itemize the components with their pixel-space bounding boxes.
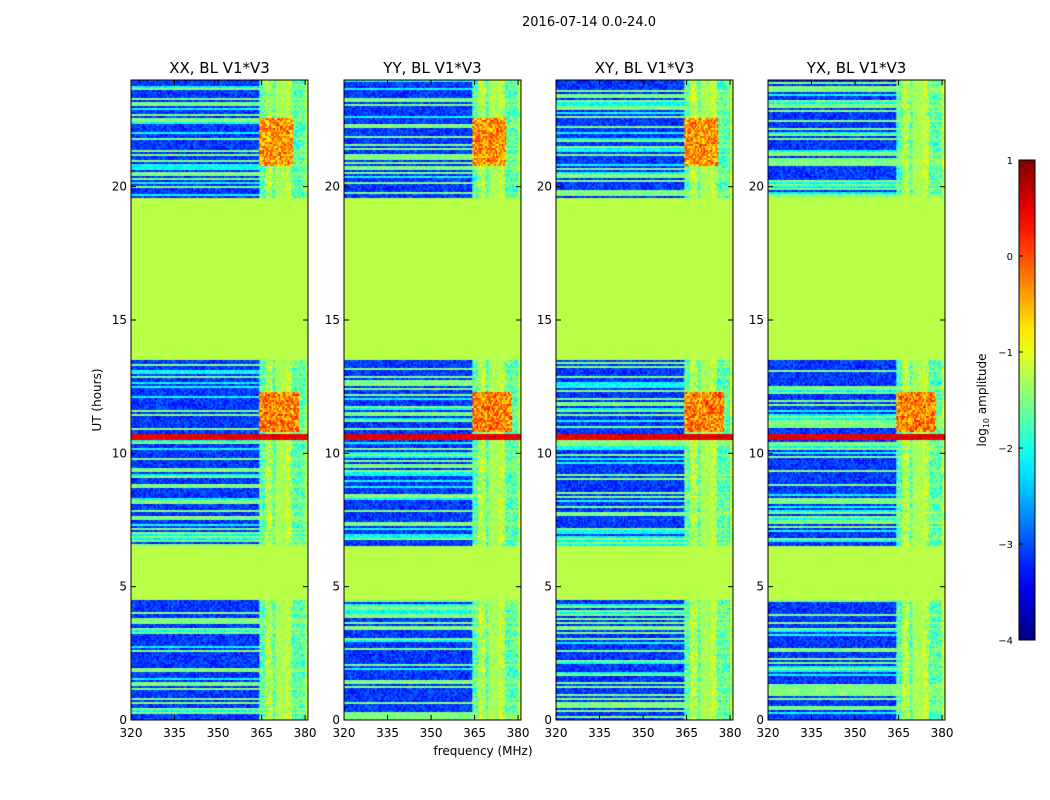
colorbar-scale — [1018, 159, 1036, 641]
y-tick-label: 15 — [749, 313, 764, 327]
x-tick-label: 350 — [207, 726, 230, 740]
y-tick-label: 10 — [325, 446, 340, 460]
colorbar-tick-label: −1 — [998, 348, 1013, 359]
x-axis-label: frequency (MHz) — [433, 744, 532, 758]
spectrogram-image — [131, 80, 308, 720]
x-tick-label: 335 — [800, 726, 823, 740]
panel: XY, BL V1*V3 320 335 350 365 380 0 5 10 15 20 — [537, 59, 742, 740]
colorbar-tick-label: 1 — [1007, 156, 1013, 167]
panel-title: XX, BL V1*V3 — [169, 59, 270, 77]
y-tick-label: 5 — [332, 580, 340, 594]
spectrogram-image — [768, 80, 945, 720]
x-tick-label: 350 — [844, 726, 867, 740]
colorbar-tick-label: −3 — [998, 540, 1013, 551]
figure-suptitle: 2016-07-14 0.0-24.0 — [522, 15, 656, 30]
y-tick-label: 0 — [756, 713, 764, 727]
panel-frame — [343, 79, 522, 721]
y-tick-label: 5 — [119, 580, 127, 594]
y-tick-label: 20 — [537, 180, 552, 194]
x-tick-label: 380 — [294, 726, 317, 740]
x-tick-label: 380 — [931, 726, 954, 740]
y-tick-label: 10 — [537, 446, 552, 460]
y-axis-label: UT (hours) — [90, 368, 104, 431]
x-tick-label: 365 — [463, 726, 486, 740]
y-tick-label: 15 — [112, 313, 127, 327]
colorbar-tick-label: −2 — [998, 444, 1013, 455]
panel-title: YY, BL V1*V3 — [382, 59, 481, 77]
x-tick-label: 320 — [333, 726, 356, 740]
x-tick-label: 365 — [250, 726, 273, 740]
y-tick-label: 20 — [749, 180, 764, 194]
spectrogram-image — [344, 80, 521, 720]
y-tick-label: 0 — [544, 713, 552, 727]
x-tick-label: 320 — [757, 726, 780, 740]
x-tick-label: 335 — [588, 726, 611, 740]
colorbar-label: log10 amplitude — [975, 354, 991, 447]
x-tick-label: 350 — [420, 726, 443, 740]
colorbar-tick-label: 0 — [1007, 252, 1013, 263]
y-tick-label: 15 — [537, 313, 552, 327]
panel: YX, BL V1*V3 320 335 350 365 380 0 5 10 15 20 — [749, 59, 954, 740]
panel-frame — [767, 79, 946, 721]
spectrogram-image — [556, 80, 733, 720]
x-tick-label: 365 — [675, 726, 698, 740]
panel-frame — [555, 79, 734, 721]
panel-frame — [130, 79, 309, 721]
x-tick-label: 320 — [545, 726, 568, 740]
y-tick-label: 10 — [749, 446, 764, 460]
y-tick-label: 5 — [544, 580, 552, 594]
x-tick-label: 380 — [719, 726, 742, 740]
colorbar: 1 0 −1 −2 −3 −4 log10 amplitude — [975, 156, 1036, 647]
y-tick-label: 15 — [325, 313, 340, 327]
y-tick-label: 0 — [119, 713, 127, 727]
colorbar-tick-label: −4 — [998, 636, 1013, 647]
y-tick-label: 0 — [332, 713, 340, 727]
panel: XX, BL V1*V3 320 335 350 365 380 0 5 10 15 20 — [112, 59, 317, 740]
x-tick-label: 335 — [376, 726, 399, 740]
x-tick-label: 335 — [163, 726, 186, 740]
panel-title: XY, BL V1*V3 — [595, 59, 695, 77]
x-tick-label: 380 — [507, 726, 530, 740]
y-tick-label: 10 — [112, 446, 127, 460]
y-tick-label: 5 — [756, 580, 764, 594]
panel-title: YX, BL V1*V3 — [806, 59, 907, 77]
x-tick-label: 350 — [632, 726, 655, 740]
y-tick-label: 20 — [112, 180, 127, 194]
x-tick-label: 320 — [120, 726, 143, 740]
y-tick-label: 20 — [325, 180, 340, 194]
x-tick-label: 365 — [887, 726, 910, 740]
panel: YY, BL V1*V3 320 335 350 365 380 0 5 10 15 20 — [325, 59, 530, 740]
